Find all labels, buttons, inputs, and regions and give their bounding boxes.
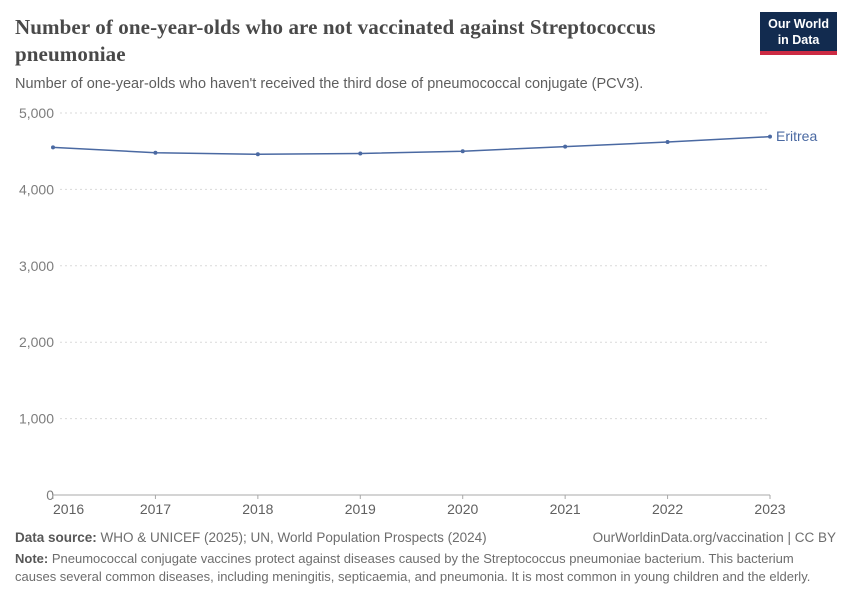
x-axis-tick-label: 2017 — [140, 501, 171, 517]
footer-source-row: Data source: WHO & UNICEF (2025); UN, Wo… — [15, 530, 836, 545]
data-point[interactable] — [460, 149, 465, 154]
data-source-label: Data source: — [15, 530, 97, 545]
x-axis-tick-label: 2020 — [447, 501, 478, 517]
data-source: Data source: WHO & UNICEF (2025); UN, Wo… — [15, 530, 487, 545]
y-axis-tick-label: 1,000 — [19, 411, 54, 427]
data-point[interactable] — [768, 134, 772, 139]
y-axis-tick-label: 5,000 — [19, 105, 54, 121]
data-point[interactable] — [255, 152, 260, 157]
y-axis-tick-label: 2,000 — [19, 334, 54, 350]
y-axis-tick-label: 0 — [46, 487, 54, 503]
footer-link[interactable]: OurWorldinData.org/vaccination | CC BY — [592, 530, 836, 545]
chart-footer: Data source: WHO & UNICEF (2025); UN, Wo… — [15, 530, 836, 586]
owid-logo-line1: Our World — [768, 17, 829, 31]
footer-note-text: Pneumococcal conjugate vaccines protect … — [15, 551, 811, 584]
data-source-text: WHO & UNICEF (2025); UN, World Populatio… — [96, 530, 487, 545]
chart-title: Number of one-year-olds who are not vacc… — [15, 15, 656, 66]
data-point[interactable] — [51, 145, 55, 150]
data-point[interactable] — [665, 140, 670, 145]
line-chart[interactable]: 0 1,000 2,000 3,000 4,000 5,000 2016 2017 2018 20… — [0, 95, 850, 525]
chart-subtitle: Number of one-year-olds who haven't rece… — [15, 76, 644, 92]
series-end-label[interactable]: Eritrea — [776, 128, 817, 144]
x-axis-tick-label: 2021 — [550, 501, 581, 517]
y-axis-tick-label: 4,000 — [19, 181, 54, 197]
footer-note-label: Note: — [15, 551, 49, 566]
data-point[interactable] — [563, 144, 568, 149]
data-point[interactable] — [358, 151, 363, 156]
footer-note: Note: Pneumococcal conjugate vaccines pr… — [15, 550, 836, 586]
x-axis-tick-label: 2023 — [754, 501, 785, 517]
owid-logo-line2: in Data — [777, 32, 820, 47]
data-point[interactable] — [153, 150, 158, 155]
x-axis-tick-label: 2022 — [652, 501, 683, 517]
x-axis-tick-label: 2016 — [53, 501, 84, 517]
x-axis-tick-label: 2019 — [345, 501, 376, 517]
x-axis-tick-label: 2018 — [242, 501, 273, 517]
series-line[interactable] — [52, 135, 771, 156]
owid-logo: Our World in Data — [760, 12, 837, 56]
y-axis-tick-label: 3,000 — [19, 258, 54, 274]
